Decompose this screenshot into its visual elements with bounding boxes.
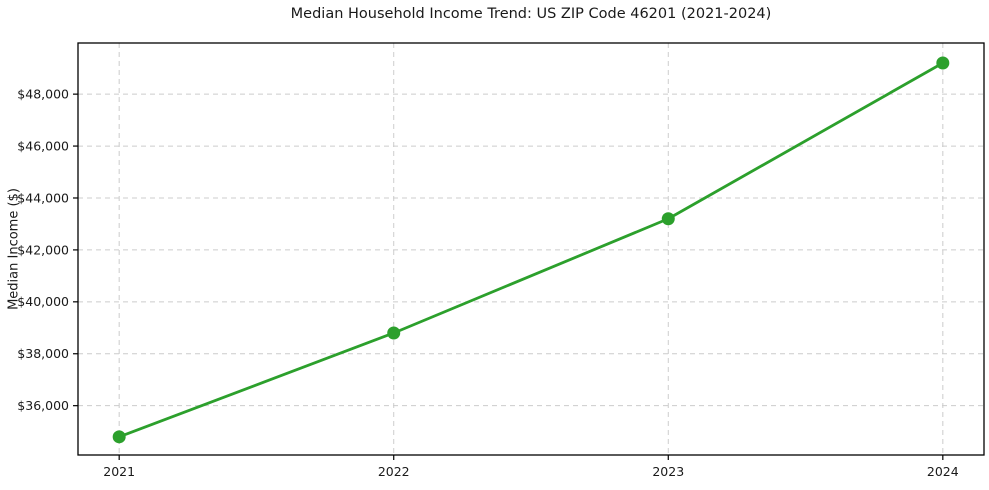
data-point-marker xyxy=(387,326,401,340)
chart-title: Median Household Income Trend: US ZIP Co… xyxy=(290,6,772,22)
axes-frame xyxy=(77,42,985,456)
data-point-marker xyxy=(112,430,126,444)
x-tick-label: 2021 xyxy=(103,464,135,479)
y-tick-label: $44,000 xyxy=(17,190,69,205)
y-tick-label: $48,000 xyxy=(17,87,69,102)
trend-line xyxy=(117,61,945,439)
y-tick-label: $40,000 xyxy=(17,294,69,309)
x-tick-label: 2022 xyxy=(378,464,410,479)
data-point-marker xyxy=(661,212,675,226)
data-point-marker xyxy=(936,56,950,70)
y-tick-label: $38,000 xyxy=(17,346,69,361)
y-tick-label: $42,000 xyxy=(17,242,69,257)
y-tick-label: $46,000 xyxy=(17,138,69,153)
x-tick-label: 2024 xyxy=(927,464,959,479)
y-tick-label: $36,000 xyxy=(17,398,69,413)
x-tick-label: 2023 xyxy=(652,464,684,479)
